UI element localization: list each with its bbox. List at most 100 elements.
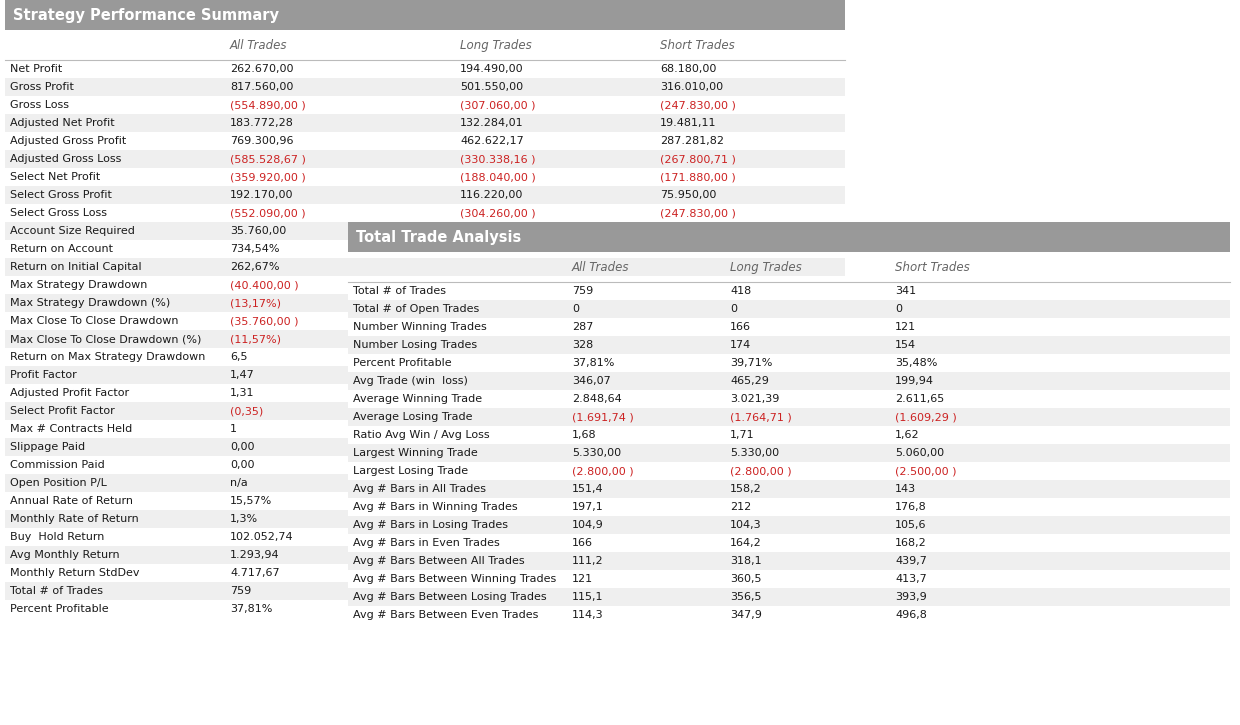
Bar <box>5 438 844 456</box>
Text: 183.772,28: 183.772,28 <box>229 118 294 128</box>
Bar <box>348 222 1230 252</box>
Text: Average Winning Trade: Average Winning Trade <box>353 394 482 404</box>
Bar <box>5 564 844 582</box>
Text: 6,5: 6,5 <box>229 352 248 362</box>
Bar <box>5 510 844 528</box>
Text: (13,17%): (13,17%) <box>229 298 281 308</box>
Text: 465,29: 465,29 <box>730 376 769 386</box>
Text: 439,7: 439,7 <box>895 556 926 566</box>
Text: 0: 0 <box>895 304 901 314</box>
Text: (585.528,67 ): (585.528,67 ) <box>229 154 306 164</box>
Text: 2.848,64: 2.848,64 <box>572 394 621 404</box>
Text: (2.800,00 ): (2.800,00 ) <box>730 466 791 476</box>
Bar <box>348 516 1230 534</box>
Text: 0,00: 0,00 <box>229 460 254 470</box>
Text: Commission Paid: Commission Paid <box>10 460 104 470</box>
Bar <box>348 318 1230 336</box>
Bar <box>5 114 844 132</box>
Bar <box>348 282 1230 300</box>
Text: Select Profit Factor: Select Profit Factor <box>10 406 115 416</box>
Text: Average Losing Trade: Average Losing Trade <box>353 412 472 422</box>
Text: Total # of Open Trades: Total # of Open Trades <box>353 304 479 314</box>
Text: 1,3%: 1,3% <box>229 514 258 524</box>
Bar <box>5 78 844 96</box>
Text: 121: 121 <box>572 574 593 584</box>
Text: Max Close To Close Drawdown: Max Close To Close Drawdown <box>10 316 179 326</box>
Text: (1.609,29 ): (1.609,29 ) <box>895 412 957 422</box>
Text: Account Size Required: Account Size Required <box>10 226 135 236</box>
Text: 1: 1 <box>229 424 237 434</box>
Text: (247.830,00 ): (247.830,00 ) <box>660 100 735 110</box>
Text: 501.550,00: 501.550,00 <box>460 82 523 92</box>
Text: Avg # Bars in Losing Trades: Avg # Bars in Losing Trades <box>353 520 508 530</box>
Bar <box>348 498 1230 516</box>
Text: 0: 0 <box>572 304 579 314</box>
Bar <box>5 222 844 240</box>
Bar <box>5 348 844 366</box>
Text: 37,81%: 37,81% <box>229 604 273 614</box>
Text: 5.330,00: 5.330,00 <box>730 448 779 458</box>
Text: 4.717,67: 4.717,67 <box>229 568 280 578</box>
Bar <box>5 276 844 294</box>
Text: Annual Rate of Return: Annual Rate of Return <box>10 496 133 506</box>
Text: (1.691,74 ): (1.691,74 ) <box>572 412 634 422</box>
Text: Buy  Hold Return: Buy Hold Return <box>10 532 104 542</box>
Bar <box>5 258 844 276</box>
Text: 111,2: 111,2 <box>572 556 604 566</box>
Bar <box>5 60 844 78</box>
Text: (307.060,00 ): (307.060,00 ) <box>460 100 536 110</box>
Bar <box>348 606 1230 624</box>
Text: 418: 418 <box>730 286 751 296</box>
Bar <box>5 168 844 186</box>
Text: 104,3: 104,3 <box>730 520 761 530</box>
Text: 347,9: 347,9 <box>730 610 761 620</box>
Text: 151,4: 151,4 <box>572 484 604 494</box>
Text: 15,57%: 15,57% <box>229 496 273 506</box>
Text: (171.880,00 ): (171.880,00 ) <box>660 172 735 182</box>
Text: Max Strategy Drawdown: Max Strategy Drawdown <box>10 280 148 290</box>
Text: (2.500,00 ): (2.500,00 ) <box>895 466 956 476</box>
Text: 769.300,96: 769.300,96 <box>229 136 294 146</box>
Text: 166: 166 <box>572 538 593 548</box>
Text: 759: 759 <box>229 586 252 596</box>
Text: 1.293,94: 1.293,94 <box>229 550 280 560</box>
Text: 105,6: 105,6 <box>895 520 926 530</box>
Text: 287.281,82: 287.281,82 <box>660 136 724 146</box>
Text: 316.010,00: 316.010,00 <box>660 82 723 92</box>
Bar <box>5 492 844 510</box>
Bar <box>5 366 844 384</box>
Text: 154: 154 <box>895 340 916 350</box>
Text: (267.800,71 ): (267.800,71 ) <box>660 154 735 164</box>
Text: 132.284,01: 132.284,01 <box>460 118 523 128</box>
Text: (330.338,16 ): (330.338,16 ) <box>460 154 536 164</box>
Text: Slippage Paid: Slippage Paid <box>10 442 86 452</box>
Bar <box>348 300 1230 318</box>
Bar <box>5 600 844 618</box>
Text: Profit Factor: Profit Factor <box>10 370 77 380</box>
Bar <box>5 96 844 114</box>
Text: 0,00: 0,00 <box>229 442 254 452</box>
Text: 194.490,00: 194.490,00 <box>460 64 523 74</box>
Text: 121: 121 <box>895 322 916 332</box>
Text: Total Trade Analysis: Total Trade Analysis <box>356 230 521 244</box>
Text: (247.830,00 ): (247.830,00 ) <box>660 208 735 218</box>
Bar <box>348 444 1230 462</box>
Text: Largest Losing Trade: Largest Losing Trade <box>353 466 469 476</box>
Text: 360,5: 360,5 <box>730 574 761 584</box>
Text: (11,57%): (11,57%) <box>229 334 281 344</box>
Bar <box>5 420 844 438</box>
Text: 413,7: 413,7 <box>895 574 926 584</box>
Text: Monthly Rate of Return: Monthly Rate of Return <box>10 514 139 524</box>
Text: 164,2: 164,2 <box>730 538 761 548</box>
Text: 197,1: 197,1 <box>572 502 604 512</box>
Text: 166: 166 <box>730 322 751 332</box>
Bar <box>5 528 844 546</box>
Text: 2.611,65: 2.611,65 <box>895 394 944 404</box>
Text: Avg # Bars Between All Trades: Avg # Bars Between All Trades <box>353 556 525 566</box>
Text: Avg # Bars Between Even Trades: Avg # Bars Between Even Trades <box>353 610 538 620</box>
Text: Avg # Bars in All Trades: Avg # Bars in All Trades <box>353 484 486 494</box>
Text: (359.920,00 ): (359.920,00 ) <box>229 172 306 182</box>
Text: (552.090,00 ): (552.090,00 ) <box>229 208 305 218</box>
Text: Short Trades: Short Trades <box>895 260 970 273</box>
Text: 1,31: 1,31 <box>229 388 254 398</box>
